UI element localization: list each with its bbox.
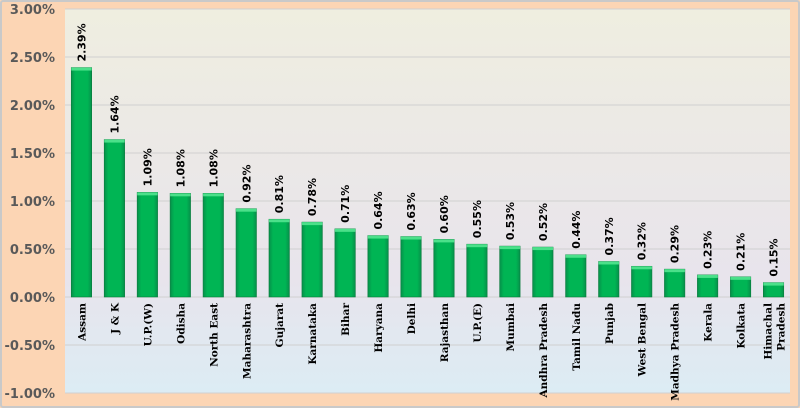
x-tick-label: HimachalPradesh: [763, 303, 788, 360]
bar: [169, 193, 191, 298]
data-label: 1.08%: [174, 149, 187, 187]
bar-top: [367, 235, 389, 239]
bar: [202, 193, 224, 298]
x-tick-label: Rajasthan: [439, 303, 451, 363]
bar-top: [301, 222, 323, 226]
bar: [631, 265, 653, 298]
bar: [400, 236, 422, 298]
bar-top: [697, 274, 718, 278]
bar-top: [598, 261, 619, 265]
x-tick-label: Kolkata: [736, 303, 748, 349]
bar: [70, 67, 92, 298]
bar-top: [170, 193, 191, 197]
bar: [697, 274, 719, 298]
x-tick-label: Maharashtra: [241, 303, 253, 379]
bar: [235, 208, 257, 298]
bar: [301, 221, 323, 298]
bar-top: [104, 139, 125, 143]
bar-top: [268, 219, 290, 223]
data-label: 0.64%: [372, 191, 385, 229]
data-label: 1.09%: [141, 148, 154, 186]
y-tick-label: 0.50%: [10, 243, 55, 258]
bar-top: [433, 239, 455, 243]
bar: [466, 243, 488, 298]
x-tick-label: U.P.(W): [142, 303, 154, 346]
x-tick-label: Gujarat: [274, 303, 286, 348]
data-label: 0.44%: [570, 211, 583, 249]
y-tick-label: 1.00%: [10, 195, 55, 210]
bar-top: [334, 228, 356, 232]
bar: [334, 228, 356, 298]
y-tick-label: 1.50%: [10, 147, 55, 162]
x-tick-label: U.P.(E): [472, 303, 484, 343]
bar: [433, 239, 455, 298]
bar: [136, 192, 158, 298]
data-label: 0.53%: [504, 202, 517, 240]
data-label: 0.78%: [306, 178, 319, 216]
bar-top: [631, 266, 652, 270]
bar-top: [565, 254, 587, 258]
data-label: 0.52%: [537, 203, 550, 241]
data-label: 0.23%: [702, 231, 715, 269]
x-tick-label: Delhi: [406, 303, 418, 334]
data-label: 0.60%: [438, 195, 451, 233]
bar-top: [203, 193, 224, 197]
y-tick-label: -1.00%: [5, 387, 56, 402]
data-label: 0.55%: [471, 200, 484, 238]
y-tick-label: 2.00%: [10, 99, 55, 114]
x-tick-label: Bihar: [340, 303, 352, 336]
data-label: 1.64%: [108, 95, 121, 133]
bar: [532, 246, 554, 298]
bar-top: [466, 244, 488, 248]
bar-top: [499, 246, 521, 250]
data-label: 0.92%: [240, 165, 253, 203]
bar-top: [236, 208, 257, 212]
data-label: 0.29%: [669, 225, 682, 263]
data-label: 2.39%: [75, 23, 88, 61]
data-label: 0.37%: [603, 217, 616, 255]
x-tick-label: Madhya Pradesh: [670, 303, 682, 401]
bar: [565, 254, 587, 298]
bar-top: [730, 276, 751, 280]
data-label: 0.63%: [405, 192, 418, 230]
x-tick-label: Andhra Pradesh: [538, 303, 550, 399]
data-label: 0.21%: [735, 233, 748, 271]
data-label: 0.15%: [768, 238, 781, 276]
x-tick-label: Assam: [76, 303, 88, 342]
bar: [730, 276, 752, 298]
bar-top: [664, 269, 685, 273]
x-tick-label: Mumbai: [505, 303, 517, 352]
x-tick-label: West Bengal: [637, 303, 649, 377]
bar-top: [532, 247, 554, 251]
data-label: 1.08%: [207, 149, 220, 187]
x-tick-label: North East: [208, 303, 220, 367]
bar-top: [137, 192, 158, 196]
bar-top: [71, 67, 92, 71]
bar: [268, 218, 290, 298]
data-label: 0.81%: [273, 175, 286, 213]
bar: [103, 139, 125, 298]
bar-top: [763, 282, 784, 286]
x-tick-label: J & K: [109, 302, 121, 335]
bar: [664, 268, 686, 298]
data-label: 0.32%: [636, 222, 649, 260]
y-tick-label: 2.50%: [10, 51, 55, 66]
data-label: 0.71%: [339, 185, 352, 223]
x-tick-label: Odisha: [175, 303, 187, 344]
bar: [499, 245, 521, 298]
y-tick-label: -0.50%: [5, 339, 56, 354]
x-tick-label: Punjab: [604, 303, 616, 344]
y-tick-label: 3.00%: [10, 3, 55, 18]
x-tick-label: Tamil Nadu: [571, 303, 583, 371]
bar: [598, 261, 620, 298]
x-tick-label: Karnataka: [307, 303, 319, 365]
x-tick-label: Kerala: [703, 303, 715, 342]
x-tick-label: Haryana: [373, 303, 385, 353]
bar-top: [400, 236, 422, 240]
bar: [367, 235, 389, 298]
y-tick-label: 0.00%: [10, 291, 55, 306]
